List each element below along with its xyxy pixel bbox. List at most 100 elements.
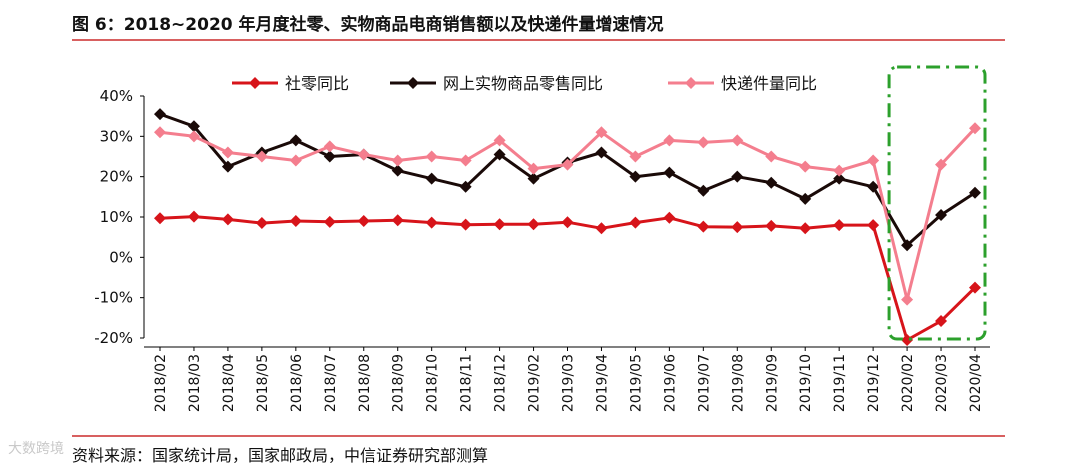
data-point bbox=[255, 150, 268, 163]
x-tick-label: 2018/12 bbox=[493, 354, 509, 412]
x-tick-label: 2019/05 bbox=[628, 354, 644, 412]
data-point bbox=[425, 172, 438, 185]
x-tick-label: 2019/08 bbox=[730, 354, 746, 412]
data-point bbox=[629, 170, 642, 183]
data-point bbox=[357, 148, 370, 161]
data-point bbox=[425, 216, 438, 229]
data-point bbox=[289, 215, 302, 228]
y-tick-label: -20% bbox=[94, 329, 133, 347]
data-point bbox=[969, 122, 981, 135]
data-point bbox=[527, 162, 540, 175]
x-tick-label: 2018/10 bbox=[425, 354, 441, 412]
data-point bbox=[697, 220, 710, 233]
x-tick-label: 2019/03 bbox=[561, 354, 577, 412]
x-tick-label: 2019/10 bbox=[798, 354, 814, 412]
data-point bbox=[187, 210, 200, 223]
data-point bbox=[187, 120, 200, 133]
data-point bbox=[799, 192, 812, 205]
data-point bbox=[154, 108, 166, 121]
x-tick-label: 2018/04 bbox=[221, 354, 237, 412]
data-point bbox=[221, 160, 234, 173]
x-tick-label: 2019/02 bbox=[527, 354, 543, 412]
data-point bbox=[697, 184, 710, 197]
data-point bbox=[425, 150, 438, 163]
data-point bbox=[935, 158, 948, 171]
data-point bbox=[765, 219, 778, 232]
y-tick-label: -10% bbox=[94, 289, 133, 307]
data-point bbox=[867, 219, 880, 232]
data-point bbox=[731, 134, 744, 147]
data-point bbox=[663, 134, 676, 147]
x-tick-label: 2019/06 bbox=[662, 354, 678, 412]
data-point bbox=[663, 211, 676, 224]
legend-marker bbox=[407, 77, 419, 89]
data-point bbox=[935, 208, 948, 221]
data-point bbox=[901, 334, 914, 347]
data-point bbox=[255, 217, 268, 230]
data-point bbox=[459, 154, 472, 167]
data-point bbox=[154, 126, 166, 139]
data-point bbox=[969, 186, 981, 199]
data-point bbox=[969, 281, 981, 294]
x-tick-label: 2020/04 bbox=[968, 354, 984, 412]
x-tick-label: 2018/07 bbox=[323, 354, 339, 412]
data-point bbox=[833, 219, 846, 232]
data-point bbox=[459, 180, 472, 193]
data-point bbox=[323, 150, 336, 163]
x-tick-label: 2018/08 bbox=[357, 354, 373, 412]
data-point bbox=[731, 221, 744, 234]
data-point bbox=[595, 222, 608, 235]
x-tick-label: 2018/02 bbox=[153, 354, 169, 412]
data-point bbox=[493, 148, 506, 161]
x-tick-label: 2018/09 bbox=[391, 354, 407, 412]
data-point bbox=[731, 170, 744, 183]
legend-marker bbox=[249, 77, 261, 89]
data-point bbox=[323, 140, 336, 153]
x-tick-label: 2020/02 bbox=[900, 354, 916, 412]
x-tick-label: 2019/04 bbox=[594, 354, 610, 412]
series-line-1 bbox=[159, 215, 977, 342]
data-point bbox=[493, 218, 506, 231]
legend-label: 社零同比 bbox=[285, 74, 349, 93]
data-point bbox=[595, 126, 608, 139]
series-line-3 bbox=[159, 127, 977, 302]
x-tick-label: 2019/11 bbox=[832, 354, 848, 412]
x-tick-label: 2018/06 bbox=[289, 354, 305, 412]
y-tick-label: 20% bbox=[100, 168, 133, 186]
legend-marker bbox=[685, 77, 697, 89]
x-tick-label: 2018/11 bbox=[459, 354, 475, 412]
data-point bbox=[289, 134, 302, 147]
data-point bbox=[357, 215, 370, 228]
data-point bbox=[629, 216, 642, 229]
data-point bbox=[833, 172, 846, 185]
data-point bbox=[323, 215, 336, 228]
x-tick-label: 2018/05 bbox=[255, 354, 271, 412]
x-tick-label: 2019/12 bbox=[866, 354, 882, 412]
data-point bbox=[187, 130, 200, 143]
data-point bbox=[765, 150, 778, 163]
x-tick-label: 2018/03 bbox=[187, 354, 203, 412]
highlight-box bbox=[887, 65, 987, 341]
data-point bbox=[527, 172, 540, 185]
data-point bbox=[901, 293, 914, 306]
data-point bbox=[221, 213, 234, 226]
watermark: 大数跨境 bbox=[8, 441, 64, 457]
data-point bbox=[459, 218, 472, 231]
y-tick-label: 10% bbox=[100, 208, 133, 226]
data-point bbox=[935, 315, 948, 328]
data-point bbox=[833, 164, 846, 177]
data-point bbox=[391, 164, 404, 177]
data-point bbox=[527, 218, 540, 231]
data-point bbox=[154, 212, 166, 225]
legend-label: 快递件量同比 bbox=[721, 74, 817, 93]
data-point bbox=[493, 134, 506, 147]
data-point bbox=[561, 216, 574, 229]
data-point bbox=[391, 154, 404, 167]
data-point bbox=[663, 166, 676, 179]
x-tick-label: 2020/03 bbox=[934, 354, 950, 412]
x-tick-label: 2019/09 bbox=[764, 354, 780, 412]
data-point bbox=[867, 154, 880, 167]
data-point bbox=[697, 136, 710, 149]
